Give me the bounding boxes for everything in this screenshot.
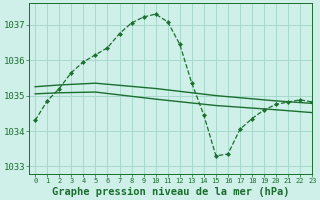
X-axis label: Graphe pression niveau de la mer (hPa): Graphe pression niveau de la mer (hPa)	[52, 186, 290, 197]
